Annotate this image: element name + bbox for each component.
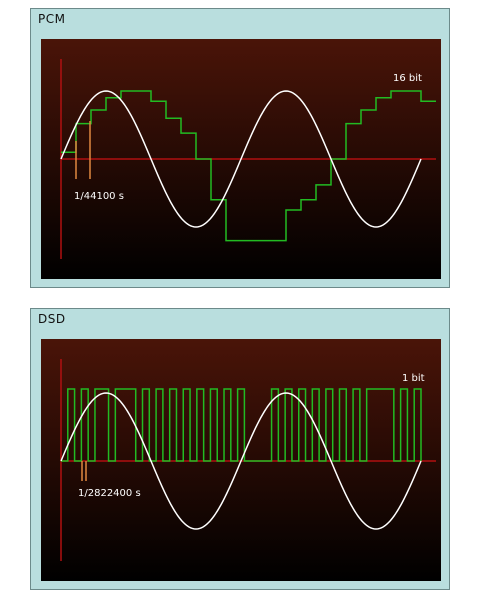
dsd-sample-period-label: 1/2822400 s (78, 488, 141, 499)
pcm-plot: 1/44100 s 16 bit (41, 39, 441, 279)
pcm-bit-depth-label: 16 bit (393, 73, 422, 84)
dsd-title: DSD (38, 312, 66, 326)
dsd-sine-wave (60, 392, 422, 530)
dsd-bitstream-signal (61, 388, 422, 462)
pcm-title: PCM (38, 12, 66, 26)
dsd-bit-depth-label: 1 bit (402, 373, 425, 384)
pcm-step-path (61, 90, 436, 242)
dsd-panel: DSD 1/2822400 s 1 bit (30, 308, 450, 590)
pcm-sine-wave (60, 90, 422, 228)
pcm-sample-period-label: 1/44100 s (74, 191, 124, 202)
pcm-panel: PCM 1/44100 s 16 bit (30, 8, 450, 288)
pcm-step-signal (61, 90, 436, 242)
dsd-plot: 1/2822400 s 1 bit (41, 339, 441, 581)
